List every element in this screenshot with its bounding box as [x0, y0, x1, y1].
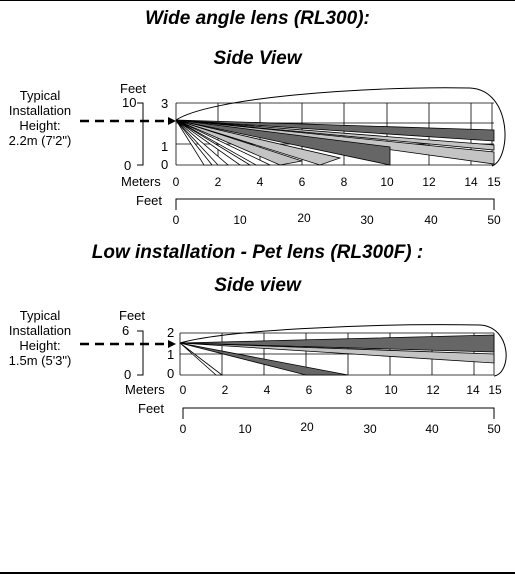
diagram2-install-line1: Typical — [20, 308, 61, 323]
diagram1-right-3: 3 — [161, 96, 168, 111]
diagram1-svg: Typical Installation Height: 2.2m (7'2")… — [9, 81, 506, 227]
diagram1-feet-label: Feet — [120, 81, 146, 96]
diagram1-meter-tick-15: 15 — [487, 175, 501, 189]
diagram2-install-line3: Height: — [19, 338, 60, 353]
diagram1-feet-tick-10: 10 — [233, 213, 247, 227]
diagram2-title: Low installation - Pet lens (RL300F) : — [91, 242, 424, 263]
diagram1-left-bracket — [137, 102, 144, 166]
diagram1-left-bottom: 0 — [124, 158, 131, 173]
diagram2-left-top: 6 — [122, 323, 129, 338]
diagram1-feet-tick-0: 0 — [173, 213, 180, 227]
diagram2-left-bottom: 0 — [124, 367, 131, 382]
diagram1-feet-tick-40: 40 — [424, 213, 438, 227]
diagram2-meters-label: Meters — [125, 382, 165, 397]
diagram1-zone-9 — [175, 119, 230, 166]
diagram2-zones — [179, 334, 495, 376]
diagram2-install-line2: Installation — [9, 323, 71, 338]
diagram1-zone-10 — [175, 119, 213, 166]
diagram2-feet-label: Feet — [119, 308, 145, 323]
diagram1-arrow-head — [168, 117, 176, 125]
diagram2-right-0: 0 — [167, 366, 174, 381]
diagram2-right-1: 1 — [167, 347, 174, 362]
diagram1-zone-2 — [175, 119, 495, 151]
diagram2-meter-tick-10: 10 — [384, 383, 398, 397]
diagram1-meter-tick-0: 0 — [173, 175, 180, 189]
diagram2-feet-tick-40: 40 — [425, 422, 439, 436]
diagram2-zone-3 — [179, 342, 349, 376]
diagram1-zone-6 — [175, 119, 303, 166]
diagram1-left-top: 10 — [122, 95, 136, 110]
diagram1-zone-5 — [175, 119, 342, 166]
diagram1-zone-7 — [175, 119, 271, 166]
diagram2-feet-tick-20: 20 — [300, 420, 314, 434]
diagram2-feet-tick-0: 0 — [180, 422, 187, 436]
diagram2-meter-tick-14: 14 — [466, 383, 480, 397]
diagram2-meter-tick-8: 8 — [346, 383, 353, 397]
diagram1-meter-tick-6: 6 — [299, 175, 306, 189]
diagram1-install-line1: Typical — [20, 88, 61, 103]
diagram1-meter-tick-10: 10 — [380, 175, 394, 189]
diagram1-meter-tick-2: 2 — [215, 175, 222, 189]
diagram2-subtitle: Side view — [214, 275, 301, 296]
diagram1-feet-axis-label: Feet — [136, 193, 162, 208]
diagram2-meter-tick-12: 12 — [426, 383, 440, 397]
diagram2-feet-tick-10: 10 — [238, 422, 252, 436]
diagram1-zone-8 — [175, 119, 252, 166]
diagram1-zone-4 — [175, 119, 391, 166]
diagram1-install-line4: 2.2m (7'2") — [9, 133, 72, 148]
diagram2-zone-4 — [179, 342, 224, 376]
diagram1-meter-tick-4: 4 — [257, 175, 264, 189]
diagram2-install-line4: 1.5m (5'3") — [9, 353, 72, 368]
diagram1-meter-tick-8: 8 — [341, 175, 348, 189]
diagram2-feet-axis-line — [182, 407, 495, 419]
diagram1-right-0: 0 — [161, 157, 168, 172]
diagram1-install-line2: Installation — [9, 103, 71, 118]
diagram1-feet-axis-line — [175, 198, 495, 210]
diagram1-title: Wide angle lens (RL300): — [145, 8, 370, 29]
diagram2-zone-1 — [179, 334, 495, 353]
diagram2-meter-tick-6: 6 — [306, 383, 313, 397]
diagram2-meter-tick-0: 0 — [180, 383, 187, 397]
diagram1-zones — [175, 119, 495, 166]
diagram2-feet-tick-50: 50 — [487, 422, 501, 436]
diagram1-meter-tick-14: 14 — [464, 175, 478, 189]
diagram2-right-2: 2 — [167, 325, 174, 340]
diagram2-arrow-head — [168, 340, 176, 348]
diagram1-zone-1 — [175, 119, 495, 142]
diagram1-meters-label: Meters — [121, 174, 161, 189]
diagram2-meter-tick-2: 2 — [222, 383, 229, 397]
diagram1-feet-tick-50: 50 — [487, 213, 501, 227]
diagram1-envelope — [175, 87, 506, 167]
diagram2-meter-tick-4: 4 — [264, 383, 271, 397]
diagram1-right-1: 1 — [161, 139, 168, 154]
diagram1-meter-tick-12: 12 — [422, 175, 436, 189]
diagram2-meter-tick-15: 15 — [488, 383, 502, 397]
diagram1-feet-tick-20: 20 — [297, 211, 311, 225]
diagram1-install-line3: Height: — [19, 118, 60, 133]
diagram2-feet-tick-30: 30 — [363, 422, 377, 436]
diagram2-feet-axis-label: Feet — [138, 401, 164, 416]
diagram2-envelope — [179, 324, 507, 377]
diagram2-left-bracket — [137, 330, 144, 376]
diagram1-feet-tick-30: 30 — [360, 213, 374, 227]
diagram2-zone-2 — [179, 342, 495, 364]
diagram1-subtitle: Side View — [213, 48, 302, 69]
diagram2-svg: Typical Installation Height: 1.5m (5'3")… — [9, 308, 507, 436]
